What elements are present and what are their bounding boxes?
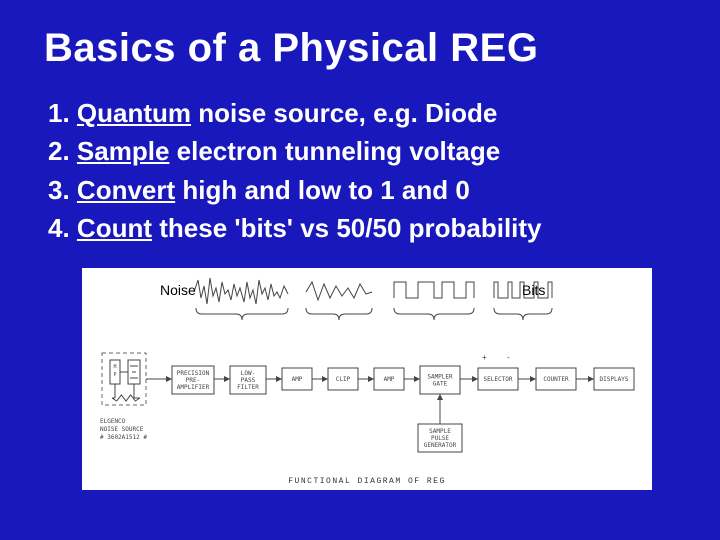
diagram-caption: FUNCTIONAL DIAGRAM OF REG — [82, 477, 652, 486]
item-rest: electron tunneling voltage — [169, 136, 500, 166]
svg-text:# 3602A1512 #: # 3602A1512 # — [100, 434, 147, 441]
bits-label: Bits — [522, 282, 545, 298]
item-under: Sample — [77, 136, 170, 166]
svg-text:DISPLAYS: DISPLAYS — [600, 376, 629, 383]
svg-text:ELGENCO: ELGENCO — [100, 418, 126, 425]
svg-text:H: H — [113, 364, 116, 370]
item-rest: high and low to 1 and 0 — [175, 175, 470, 205]
item-num: 1. — [48, 98, 70, 128]
svg-text:PRE-: PRE- — [186, 377, 200, 384]
svg-text:PASS: PASS — [241, 377, 256, 384]
block-diagram: HP ELGENCONOISE SOURCE# 3602A1512 # PRECIS… — [82, 268, 652, 478]
svg-text:AMP: AMP — [384, 376, 395, 383]
svg-text:NOISE SOURCE: NOISE SOURCE — [100, 426, 144, 433]
svg-text:AMP: AMP — [292, 376, 303, 383]
svg-text:GATE: GATE — [433, 381, 448, 388]
svg-text:+: + — [482, 353, 487, 362]
item-rest: noise source, e.g. Diode — [191, 98, 497, 128]
svg-text:SELECTOR: SELECTOR — [484, 376, 513, 383]
noise-label: Noise — [160, 282, 196, 298]
item-under: Convert — [77, 175, 175, 205]
list-item: 1. Quantum noise source, e.g. Diode — [48, 95, 676, 131]
svg-text:-: - — [506, 353, 511, 362]
item-rest: these 'bits' vs 50/50 probability — [152, 213, 542, 243]
svg-text:AMPLIFIER: AMPLIFIER — [177, 384, 210, 391]
svg-text:SAMPLE: SAMPLE — [429, 428, 451, 435]
step-list: 1. Quantum noise source, e.g. Diode 2. S… — [48, 95, 676, 247]
svg-text:PULSE: PULSE — [431, 435, 449, 442]
slide: Basics of a Physical REG 1. Quantum nois… — [0, 0, 720, 540]
list-item: 4. Count these 'bits' vs 50/50 probabili… — [48, 210, 676, 246]
svg-text:FILTER: FILTER — [237, 384, 259, 391]
slide-title: Basics of a Physical REG — [44, 26, 676, 71]
svg-text:COUNTER: COUNTER — [543, 376, 569, 383]
svg-text:SAMPLER: SAMPLER — [427, 374, 453, 381]
list-item: 2. Sample electron tunneling voltage — [48, 133, 676, 169]
svg-text:LOW-: LOW- — [241, 370, 255, 377]
svg-text:CLIP: CLIP — [336, 376, 351, 383]
item-under: Quantum — [77, 98, 191, 128]
list-item: 3. Convert high and low to 1 and 0 — [48, 172, 676, 208]
diagram-panel: Noise Bits HP ELGENCONOISE SOURCE# 3602A1… — [82, 268, 652, 490]
item-num: 3. — [48, 175, 70, 205]
svg-text:PRECISION: PRECISION — [177, 370, 210, 377]
svg-text:GENERATOR: GENERATOR — [424, 442, 457, 449]
item-under: Count — [77, 213, 152, 243]
svg-text:P: P — [113, 372, 116, 378]
item-num: 2. — [48, 136, 70, 166]
item-num: 4. — [48, 213, 70, 243]
